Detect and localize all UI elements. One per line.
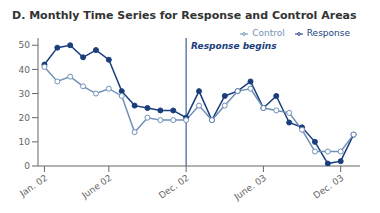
html-text:Control: Control — [252, 28, 285, 38]
html-text:D. Monthly Time Series for Res: D. Monthly Time Series for Response and … — [12, 9, 357, 22]
svg-text:50: 50 — [19, 40, 31, 50]
svg-text:30: 30 — [19, 89, 31, 99]
svg-text:0: 0 — [24, 161, 30, 171]
html-text:Response: Response — [306, 28, 350, 38]
svg-text:June 02: June 02 — [79, 173, 113, 201]
svg-text:Response begins: Response begins — [191, 41, 277, 51]
svg-text:Dec. 03: Dec. 03 — [311, 173, 345, 201]
svg-text:Dec. 02: Dec. 02 — [157, 173, 191, 201]
svg-text:June. 03: June. 03 — [232, 173, 269, 203]
svg-text:40: 40 — [19, 65, 31, 75]
svg-text:10: 10 — [19, 137, 31, 147]
svg-text:Jan. 02: Jan. 02 — [17, 173, 49, 200]
svg-text:20: 20 — [19, 113, 31, 123]
